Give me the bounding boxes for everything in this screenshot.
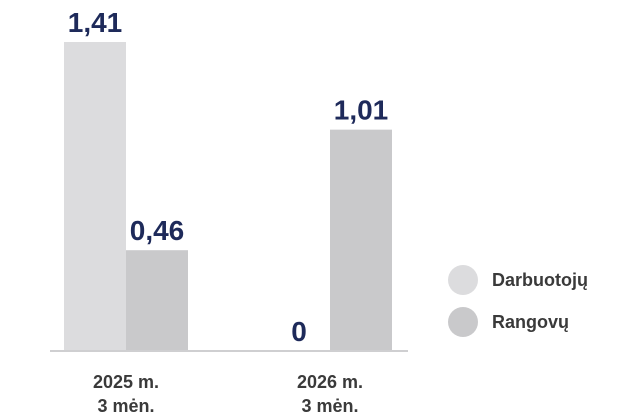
bar-rangovu-0 bbox=[126, 250, 188, 351]
legend-swatch bbox=[448, 265, 478, 295]
x-tick-label: 2025 m. bbox=[93, 372, 159, 392]
category-labels-group: 2025 m. 3 mėn. 2026 m. 3 mėn. bbox=[93, 372, 363, 416]
legend-label: Darbuotojų bbox=[492, 270, 588, 290]
x-tick-label: 3 mėn. bbox=[301, 396, 358, 416]
data-label: 0 bbox=[291, 316, 307, 347]
data-label: 0,46 bbox=[130, 215, 185, 246]
value-labels-group: 1,41 0,46 0 1,01 bbox=[68, 7, 389, 347]
legend-label: Rangovų bbox=[492, 312, 569, 332]
data-label: 1,41 bbox=[68, 7, 123, 38]
data-label: 1,01 bbox=[334, 95, 389, 126]
legend: Darbuotojų Rangovų bbox=[448, 265, 588, 337]
bars-group bbox=[64, 42, 392, 351]
legend-swatch bbox=[448, 307, 478, 337]
bar-rangovu-1 bbox=[330, 129, 392, 351]
bar-darbuotoju-0 bbox=[64, 42, 126, 351]
x-tick-label: 2026 m. bbox=[297, 372, 363, 392]
x-tick-label: 3 mėn. bbox=[97, 396, 154, 416]
